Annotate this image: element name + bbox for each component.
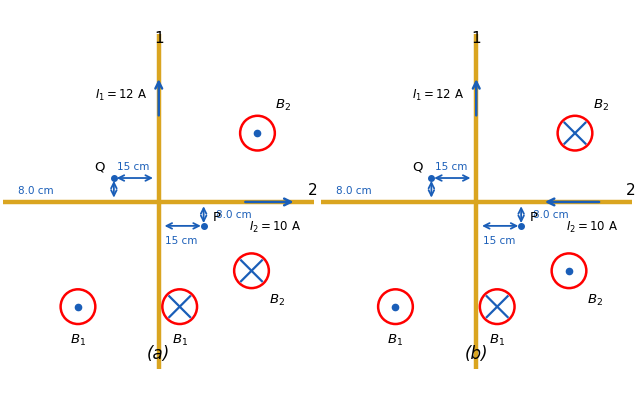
Text: (a): (a): [147, 344, 170, 362]
Text: 8.0 cm: 8.0 cm: [18, 186, 54, 196]
Text: 15 cm: 15 cm: [165, 235, 197, 245]
Text: 2: 2: [626, 183, 635, 198]
Text: 8.0 cm: 8.0 cm: [533, 209, 569, 219]
Text: $B_1$: $B_1$: [70, 332, 86, 347]
Text: P: P: [530, 210, 538, 223]
Text: 15 cm: 15 cm: [434, 161, 467, 171]
Text: Q: Q: [412, 160, 422, 173]
Text: $I_2 = 10\ \mathrm{A}$: $I_2 = 10\ \mathrm{A}$: [566, 219, 618, 234]
Text: $I_1 = 12\ \mathrm{A}$: $I_1 = 12\ \mathrm{A}$: [95, 88, 147, 103]
Text: 2: 2: [309, 183, 318, 198]
Text: $B_2$: $B_2$: [269, 292, 286, 307]
Text: $B_1$: $B_1$: [387, 332, 403, 347]
Text: 15 cm: 15 cm: [117, 161, 149, 171]
Text: P: P: [213, 210, 220, 223]
Text: 8.0 cm: 8.0 cm: [216, 209, 251, 219]
Text: 1: 1: [471, 31, 481, 46]
Text: $B_2$: $B_2$: [587, 292, 603, 307]
Text: 8.0 cm: 8.0 cm: [336, 186, 371, 196]
Text: (b): (b): [464, 344, 488, 362]
Text: $B_1$: $B_1$: [489, 332, 505, 347]
Text: Q: Q: [95, 160, 105, 173]
Text: $B_2$: $B_2$: [593, 98, 609, 113]
Text: $I_1 = 12\ \mathrm{A}$: $I_1 = 12\ \mathrm{A}$: [412, 88, 464, 103]
Text: $B_1$: $B_1$: [171, 332, 188, 347]
Text: 1: 1: [154, 31, 164, 46]
Text: $I_2 = 10\ \mathrm{A}$: $I_2 = 10\ \mathrm{A}$: [248, 219, 301, 234]
Text: $B_2$: $B_2$: [276, 98, 291, 113]
Text: 15 cm: 15 cm: [483, 235, 515, 245]
